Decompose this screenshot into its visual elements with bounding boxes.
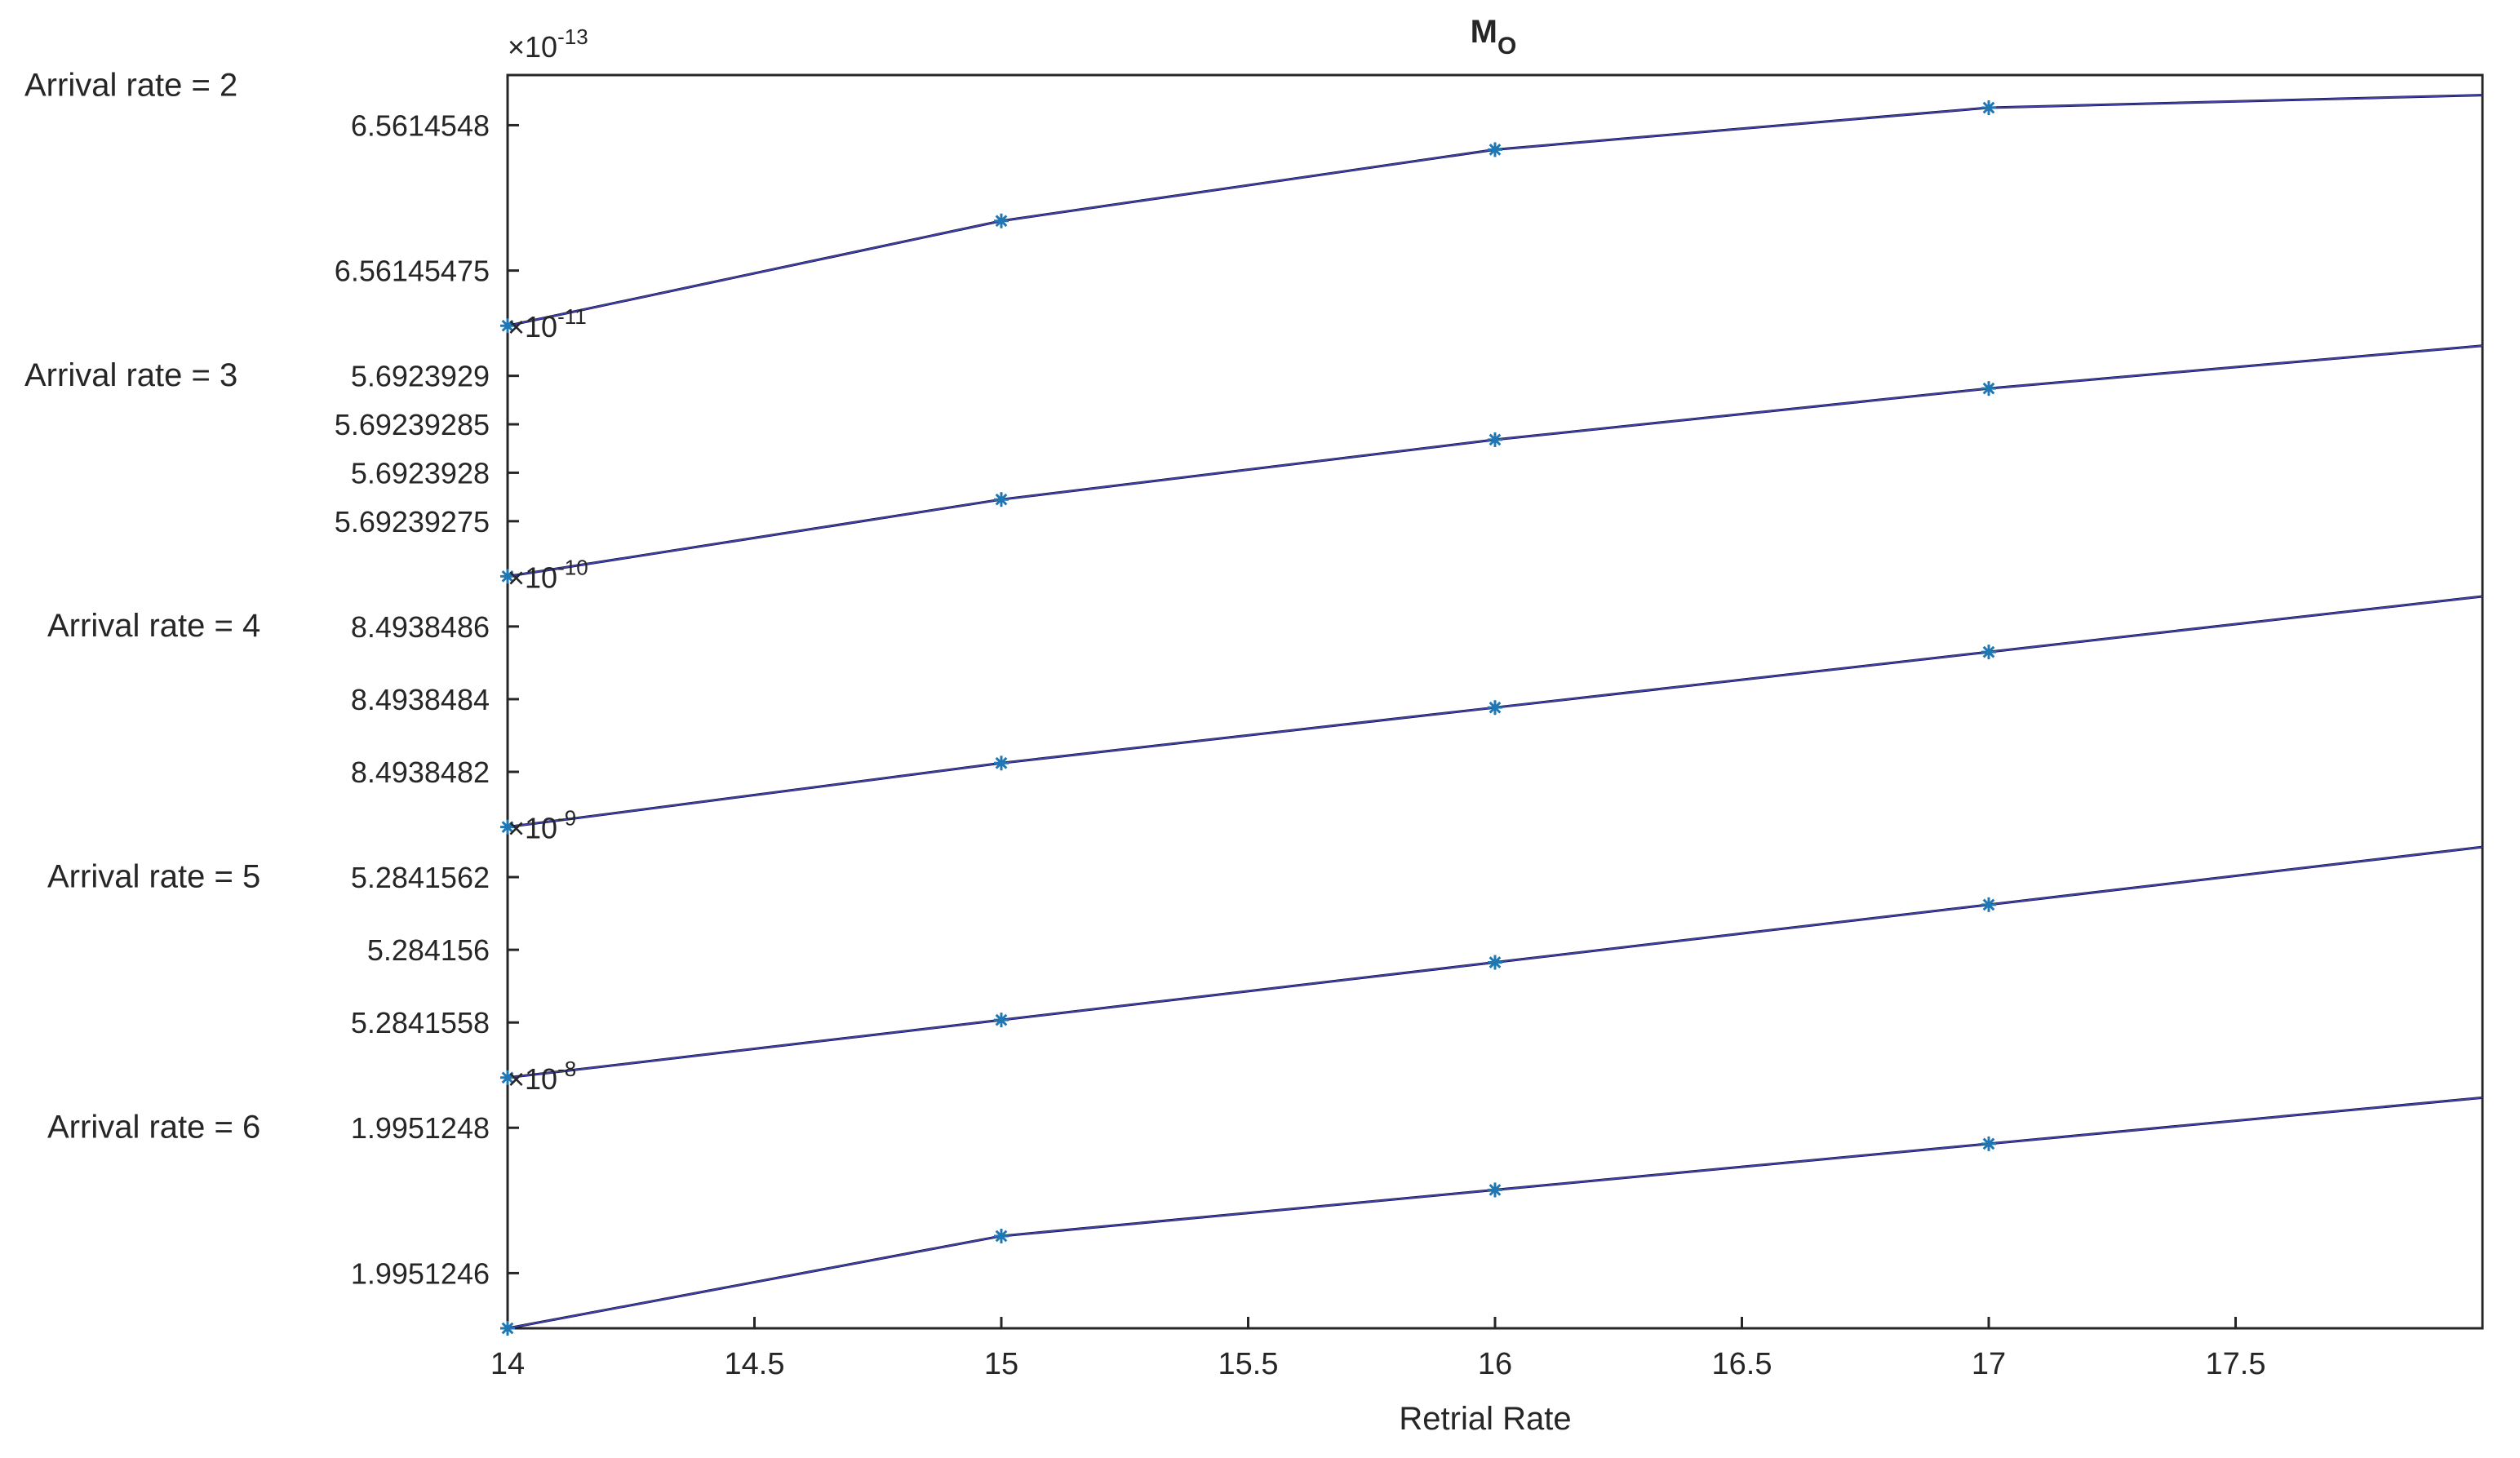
y-tick-label: 5.6923929: [351, 360, 490, 393]
exponent-prefix: ×: [508, 310, 525, 343]
exponent-base: 10: [525, 30, 557, 64]
data-point-marker: [1488, 955, 1502, 970]
data-point-marker: [994, 756, 1009, 771]
y-tick-label: 5.2841558: [351, 1006, 490, 1039]
exponent-label: ×10-10: [508, 555, 588, 594]
x-tick-label: 15.5: [1218, 1347, 1279, 1381]
panel-label: Arrival rate = 4: [47, 608, 260, 644]
x-tick-label: 17.5: [2206, 1347, 2266, 1381]
y-tick-label: 1.9951246: [351, 1256, 490, 1290]
x-tick-label: 16.5: [1712, 1347, 1772, 1381]
x-tick-label: 14: [490, 1347, 525, 1381]
data-point-marker: [500, 819, 515, 835]
data-point-marker: [994, 213, 1009, 228]
exponent-power: -10: [557, 555, 588, 579]
data-point-marker: [1488, 1182, 1502, 1198]
data-point-marker: [994, 1013, 1009, 1028]
y-tick-label: 8.4938486: [351, 610, 490, 644]
x-axis-label: Retrial Rate: [1399, 1401, 1571, 1437]
data-point-marker: [994, 492, 1009, 507]
fit-line: [507, 1096, 2483, 1330]
y-tick-label: 6.56145475: [335, 255, 490, 288]
fit-line: [507, 344, 2483, 578]
x-tick-label: 15: [984, 1347, 1018, 1381]
panel-arrival-rate-3: 5.6923929 5.69239285 5.6923928 5.69239275 Ar…: [24, 304, 2483, 584]
exponent-prefix: ×: [508, 1062, 525, 1096]
x-tick-label: 17: [1972, 1347, 2006, 1381]
data-point-marker: [500, 1070, 515, 1085]
exponent-prefix: ×: [508, 30, 525, 64]
panel-label: Arrival rate = 3: [24, 357, 237, 393]
exponent-base: 10: [525, 561, 557, 594]
series-line: [507, 94, 2483, 327]
exponent-label: ×10-13: [508, 24, 588, 64]
y-tick-label: 5.69239285: [335, 408, 490, 441]
exponent-power: -9: [557, 806, 576, 831]
data-point-marker: [994, 1228, 1009, 1243]
panel-arrival-rate-6: 1.9951248 1.9951246 Arrival rate = 6 ×10-8: [47, 1057, 2483, 1336]
exponent-power: -13: [557, 24, 588, 49]
y-tick-label: 6.5614548: [351, 109, 490, 142]
y-tick-label: 8.4938484: [351, 683, 490, 716]
data-point-marker: [1981, 645, 1996, 660]
y-tick-label: 8.4938482: [351, 756, 490, 789]
exponent-base: 10: [525, 812, 557, 845]
data-point-marker: [1488, 700, 1502, 716]
x-tick-label: 14.5: [725, 1347, 785, 1381]
chart-title-main: M: [1471, 14, 1497, 50]
exponent-power: -11: [557, 304, 587, 329]
series-line: [507, 344, 2483, 578]
data-point-marker: [1981, 381, 1996, 397]
chart-title: MO: [1471, 14, 1517, 60]
y-tick-label: 5.6923928: [351, 456, 490, 490]
data-point-marker: [1981, 1136, 1996, 1151]
data-point-marker: [1981, 897, 1996, 912]
exponent-label: ×10-9: [508, 806, 576, 845]
fit-line: [507, 94, 2483, 327]
data-point-marker: [1488, 432, 1502, 447]
x-axis-ticks: 14 14.5 15 15.5 16 16.5 17 17.5: [490, 1317, 2266, 1381]
x-tick-label: 16: [1478, 1347, 1512, 1381]
exponent-prefix: ×: [508, 561, 525, 594]
data-point-marker: [500, 1321, 515, 1336]
exponent-base: 10: [525, 1062, 557, 1096]
data-point-marker: [500, 318, 515, 334]
data-point-marker: [1488, 142, 1502, 157]
y-tick-label: 5.2841562: [351, 861, 490, 894]
y-tick-label: 5.69239275: [335, 505, 490, 538]
panel-arrival-rate-5: 5.2841562 5.284156 5.2841558 Arrival rate =…: [47, 806, 2483, 1085]
exponent-base: 10: [525, 310, 557, 343]
data-point-marker: [1981, 100, 1996, 115]
panel-label: Arrival rate = 5: [47, 858, 260, 894]
series-line: [507, 1097, 2483, 1329]
exponent-prefix: ×: [508, 812, 525, 845]
exponent-label: ×10-11: [508, 304, 587, 343]
panel-label: Arrival rate = 2: [24, 68, 237, 104]
chart-title-subscript: O: [1497, 33, 1516, 60]
panel-arrival-rate-4: 8.4938486 8.4938484 8.4938482 Arrival rate …: [47, 555, 2483, 835]
y-tick-label: 5.284156: [367, 933, 490, 967]
exponent-label: ×10-8: [508, 1057, 576, 1096]
data-point-marker: [500, 569, 515, 584]
y-tick-label: 1.9951248: [351, 1111, 490, 1145]
exponent-power: -8: [557, 1057, 576, 1081]
panel-label: Arrival rate = 6: [47, 1110, 260, 1146]
